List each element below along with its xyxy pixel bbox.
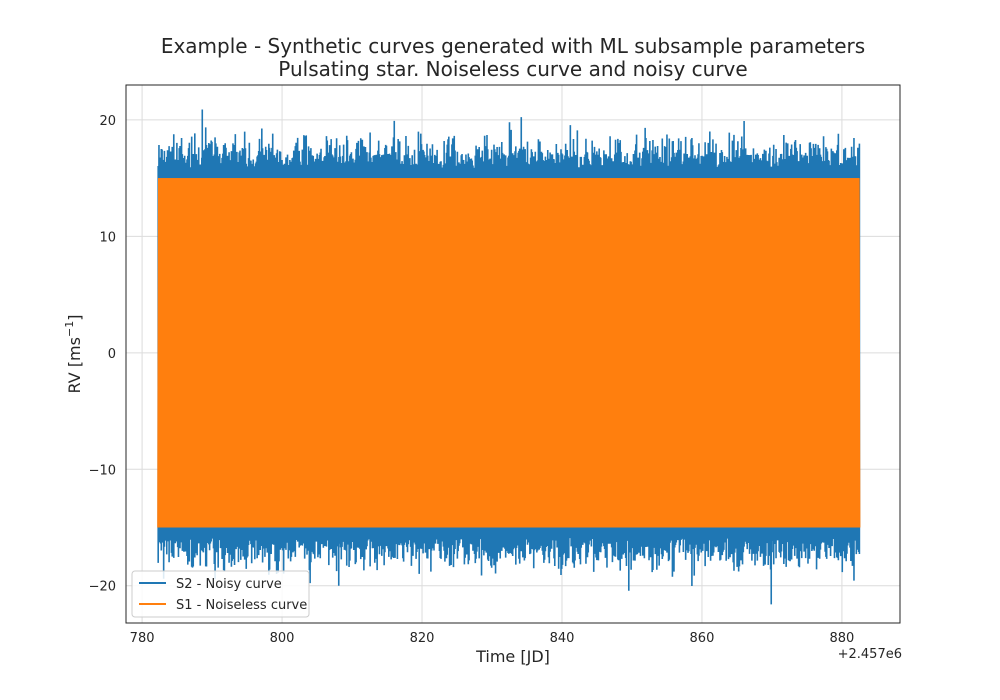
chart-subtitle: Pulsating star. Noiseless curve and nois…: [278, 57, 747, 81]
y-axis-ticks: 20 10 0 −10 −20: [89, 114, 116, 595]
x-tick-label: 820: [410, 631, 435, 646]
y-tick-label: 20: [99, 114, 116, 129]
x-tick-label: 780: [130, 631, 155, 646]
x-tick-label: 800: [270, 631, 295, 646]
y-axis-label-close: ]: [65, 315, 84, 321]
y-tick-label: −20: [89, 580, 116, 595]
y-axis-label-main: RV [ms: [65, 337, 84, 393]
y-axis-label: RV [ms−1]: [63, 315, 84, 394]
y-axis-label-exponent: −1: [63, 321, 76, 337]
x-tick-label: 840: [550, 631, 575, 646]
legend-box: [131, 570, 310, 618]
x-tick-label: 880: [830, 631, 855, 646]
x-axis-ticks: 780 800 820 840 860 880: [130, 631, 855, 646]
legend-label-s2: S2 - Noisy curve: [176, 577, 282, 592]
x-tick-label: 860: [690, 631, 715, 646]
y-tick-label: 0: [108, 347, 116, 362]
x-offset-label: +2.457e6: [838, 647, 902, 662]
legend: S2 - Noisy curve S1 - Noiseless curve: [131, 570, 310, 618]
y-tick-label: −10: [89, 463, 116, 478]
x-axis-label: Time [JD]: [475, 647, 550, 666]
series-fill-noiseless: [158, 178, 860, 528]
legend-label-s1: S1 - Noiseless curve: [176, 598, 307, 613]
plot-frame: [125, 84, 901, 624]
y-tick-label: 10: [99, 230, 116, 245]
chart-title: Example - Synthetic curves generated wit…: [161, 34, 865, 58]
series-layer: [157, 109, 861, 605]
